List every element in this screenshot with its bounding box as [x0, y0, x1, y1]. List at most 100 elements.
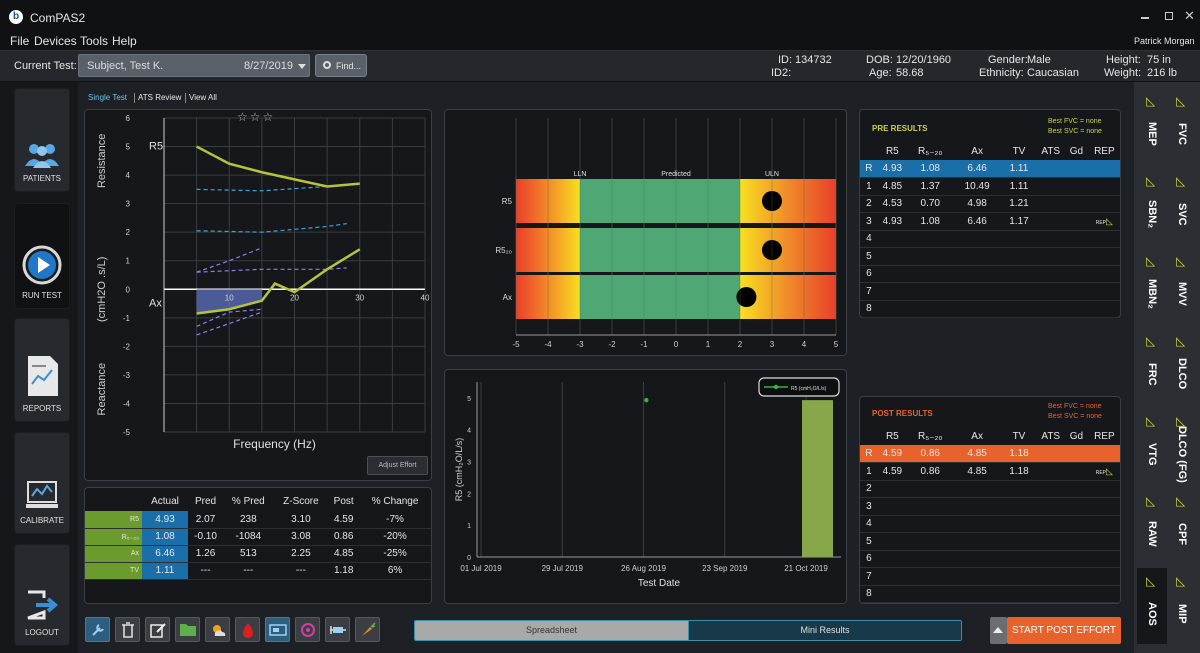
- stats-row: Ax 6.46 1.26 513 2.25 4.85 -25%: [85, 545, 431, 563]
- results-cell: [1000, 515, 1038, 533]
- wrench-button[interactable]: [85, 617, 110, 642]
- results-header-cell: REP: [1094, 431, 1115, 442]
- x-tick-label: 3: [770, 340, 775, 349]
- nav-logout[interactable]: LOGOUT: [14, 544, 70, 646]
- spreadsheet-tab[interactable]: Spreadsheet: [415, 621, 688, 640]
- menu-devices[interactable]: Devices: [34, 34, 77, 48]
- x-tick-label: -4: [544, 340, 552, 349]
- find-button[interactable]: Find...: [315, 54, 367, 77]
- results-cell: [1037, 480, 1065, 498]
- stats-cell: ---: [273, 562, 329, 580]
- tab-single-test[interactable]: Single Test: [88, 93, 127, 102]
- tab-mvv[interactable]: ◺ MVV: [1167, 248, 1197, 324]
- results-header-cell: Gd: [1069, 431, 1084, 442]
- tab-mep[interactable]: ◺ MEP: [1137, 88, 1167, 164]
- tab-aos[interactable]: ◺ AOS: [1137, 568, 1167, 644]
- carrot-button[interactable]: [355, 617, 380, 642]
- results-cell: 4.85: [953, 462, 1001, 481]
- results-row[interactable]: 4: [860, 230, 1120, 248]
- mini-results-tab[interactable]: Mini Results: [688, 621, 961, 640]
- nav-patients[interactable]: PATIENTS: [14, 88, 70, 192]
- results-row[interactable]: 5: [860, 532, 1120, 551]
- syringe-button[interactable]: [325, 617, 350, 642]
- test-chart-icon: ◺: [1176, 334, 1186, 348]
- results-cell: [1064, 480, 1089, 498]
- results-cell: [1064, 515, 1089, 533]
- stats-cell: ---: [188, 562, 224, 580]
- tab-dlco[interactable]: ◺ DLCO: [1167, 328, 1197, 404]
- results-cell: REP◺: [1088, 212, 1120, 231]
- results-row[interactable]: 3: [860, 497, 1120, 516]
- x-tick-label: 1: [706, 340, 711, 349]
- menu-file[interactable]: File: [10, 34, 30, 48]
- start-post-effort-button[interactable]: START POST EFFORT: [1007, 617, 1121, 644]
- results-cell: [953, 515, 1001, 533]
- current-test-select[interactable]: Subject, Test K. 8/27/2019: [78, 54, 310, 77]
- results-cell: 1.11: [1000, 160, 1038, 178]
- tab-label: MEP: [1146, 122, 1158, 146]
- results-cell: [1000, 532, 1038, 551]
- tab-cpf[interactable]: ◺ CPF: [1167, 488, 1197, 564]
- close-icon[interactable]: ✕: [1184, 8, 1195, 23]
- x-tick-label: 10: [225, 293, 234, 302]
- menu-help[interactable]: Help: [112, 34, 137, 48]
- results-row[interactable]: R 4.59 0.86 4.85 1.18: [860, 445, 1120, 463]
- tab-vtg[interactable]: ◺ VTG: [1137, 408, 1167, 484]
- zscore-chart-panel: R5 R5₂₀ Ax LLN Predicted ULN -5 -4 -3 -2 -1 0 1 2 3 4 5: [444, 109, 847, 356]
- y-tick-label: -3: [123, 371, 131, 380]
- results-cell: [1037, 445, 1065, 463]
- tab-view-all[interactable]: View All: [189, 93, 217, 102]
- adjust-effort-button[interactable]: Adjust Effort: [367, 456, 428, 475]
- results-row[interactable]: 6: [860, 550, 1120, 568]
- tab-fvc[interactable]: ◺ FVC: [1167, 88, 1197, 164]
- tab-svc[interactable]: ◺ SVC: [1167, 168, 1197, 244]
- results-row[interactable]: 7: [860, 282, 1120, 301]
- tab-dlco-fg-[interactable]: ◺ DLCO (FG): [1167, 408, 1197, 484]
- results-row[interactable]: 8: [860, 300, 1120, 318]
- stats-cell: 4.93: [142, 511, 188, 529]
- tab-sbn-[interactable]: ◺ SBN₂: [1137, 168, 1167, 244]
- nav-reports[interactable]: REPORTS: [14, 318, 70, 422]
- blood-button[interactable]: [235, 617, 260, 642]
- pre-best-svc: Best SVC = none: [1048, 128, 1102, 135]
- edit-button[interactable]: [145, 617, 170, 642]
- results-cell: [906, 567, 954, 586]
- tab-mip[interactable]: ◺ MIP: [1167, 568, 1197, 644]
- results-row[interactable]: 8: [860, 585, 1120, 603]
- y-tick-label: 5: [126, 143, 131, 152]
- cycle-button[interactable]: [295, 617, 320, 642]
- minimize-icon[interactable]: [1141, 17, 1149, 19]
- collapse-button[interactable]: [990, 617, 1007, 644]
- results-cell: [1037, 212, 1065, 231]
- device-button[interactable]: [265, 617, 290, 642]
- nav-calibrate[interactable]: CALIBRATE: [14, 432, 70, 534]
- results-row[interactable]: 1 4.59 0.86 4.85 1.18 REP◺: [860, 462, 1120, 481]
- results-header-cell: [860, 428, 878, 445]
- results-row[interactable]: R 4.93 1.08 6.46 1.11: [860, 160, 1120, 178]
- results-row[interactable]: 4: [860, 515, 1120, 533]
- results-row-index: 8: [860, 585, 878, 603]
- results-row[interactable]: 3 4.93 1.08 6.46 1.17 REP◺: [860, 212, 1120, 231]
- calibrate-icon: [26, 481, 58, 508]
- results-row[interactable]: 5: [860, 247, 1120, 266]
- nav-run-test[interactable]: RUN TEST: [14, 203, 70, 309]
- results-row[interactable]: 2 4.53 0.70 4.98 1.21: [860, 195, 1120, 213]
- tab-ats-review[interactable]: ATS Review: [138, 93, 182, 102]
- weather-button[interactable]: [205, 617, 230, 642]
- results-row[interactable]: 7: [860, 567, 1120, 586]
- wrench-icon: [91, 623, 104, 636]
- tab-mbn-[interactable]: ◺ MBN₂: [1137, 248, 1167, 324]
- menu-tools[interactable]: Tools: [80, 34, 109, 48]
- tab-raw[interactable]: ◺ RAW: [1137, 488, 1167, 564]
- results-row[interactable]: 1 4.85 1.37 10.49 1.11: [860, 177, 1120, 196]
- patient-folder-button[interactable]: [175, 617, 200, 642]
- results-cell: [1000, 480, 1038, 498]
- results-row[interactable]: 2: [860, 480, 1120, 498]
- tab-frc[interactable]: ◺ FRC: [1137, 328, 1167, 404]
- delete-button[interactable]: [115, 617, 140, 642]
- results-row[interactable]: 6: [860, 265, 1120, 283]
- app-logo-icon: b: [9, 10, 23, 24]
- play-icon: [22, 245, 62, 285]
- maximize-icon[interactable]: [1165, 12, 1173, 20]
